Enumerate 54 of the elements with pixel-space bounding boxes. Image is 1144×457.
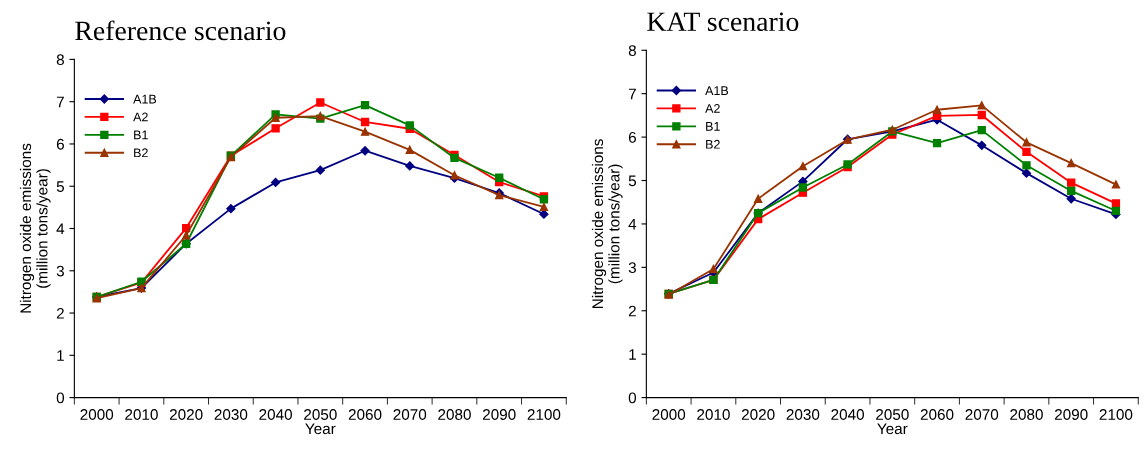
legend-label: B1	[134, 130, 148, 140]
chart-title: Reference scenario	[75, 20, 286, 41]
legend-label: A2	[133, 112, 148, 122]
y-tick-label: 6	[56, 138, 64, 150]
legend-label: A2	[705, 104, 720, 113]
x-tick-label: 2080	[1010, 409, 1043, 420]
y-tick-label: 1	[629, 349, 636, 360]
x-axis-title: Year	[305, 423, 336, 435]
x-tick-label: 2070	[393, 409, 427, 420]
x-tick-label: 2060	[348, 409, 382, 420]
x-tick-label: 2010	[697, 409, 730, 420]
legend-label: B1	[706, 122, 720, 131]
y-tick-label: 5	[628, 175, 636, 187]
legend-label: A1B	[705, 86, 729, 95]
y-tick-label: 4	[628, 218, 637, 230]
y-tick-label: 8	[56, 54, 64, 66]
x-tick-label: 2040	[831, 409, 864, 420]
chart-title: KAT scenario	[647, 12, 799, 32]
x-tick-label: 2090	[482, 409, 516, 420]
y-axis-title: Nitrogen oxide emissions (million tons/year)	[19, 143, 51, 313]
x-tick-label: 2020	[741, 409, 775, 420]
x-tick-label: 2050	[876, 409, 909, 420]
y-tick-label: 5	[56, 181, 64, 192]
y-axis-title: Nitrogen oxide emissions (million tons/year)	[591, 139, 623, 309]
y-tick-label: 2	[628, 305, 636, 317]
x-tick-label: 2020	[169, 409, 203, 420]
legend-label: B2	[134, 148, 148, 158]
x-tick-label: 2030	[786, 409, 820, 420]
y-tick-label: 7	[628, 88, 636, 100]
y-tick-label: 3	[56, 265, 64, 277]
y-tick-label: 0	[56, 392, 65, 404]
x-tick-label: 2100	[1099, 409, 1133, 420]
y-tick-label: 6	[628, 131, 636, 143]
x-axis-title: Year	[877, 423, 908, 435]
x-tick-label: 2070	[965, 409, 999, 420]
x-tick-label: 2100	[527, 409, 561, 420]
x-tick-label: 2090	[1054, 409, 1088, 420]
y-tick-label: 4	[56, 223, 65, 235]
y-tick-label: 8	[628, 45, 636, 56]
x-tick-label: 2050	[304, 409, 337, 420]
legend-label: A1B	[133, 94, 157, 104]
x-tick-label: 2000	[80, 409, 114, 420]
x-tick-label: 2030	[214, 409, 248, 420]
x-tick-label: 2080	[438, 409, 471, 420]
y-tick-label: 3	[628, 262, 636, 274]
y-tick-label: 7	[56, 96, 64, 108]
x-tick-label: 2040	[259, 409, 292, 420]
y-tick-label: 0	[628, 392, 637, 404]
legend-label: B2	[706, 139, 720, 149]
x-tick-label: 2060	[920, 409, 954, 420]
x-tick-label: 2000	[652, 409, 686, 420]
y-tick-label: 1	[57, 350, 64, 361]
x-tick-label: 2010	[125, 409, 158, 420]
y-tick-label: 2	[56, 307, 64, 319]
